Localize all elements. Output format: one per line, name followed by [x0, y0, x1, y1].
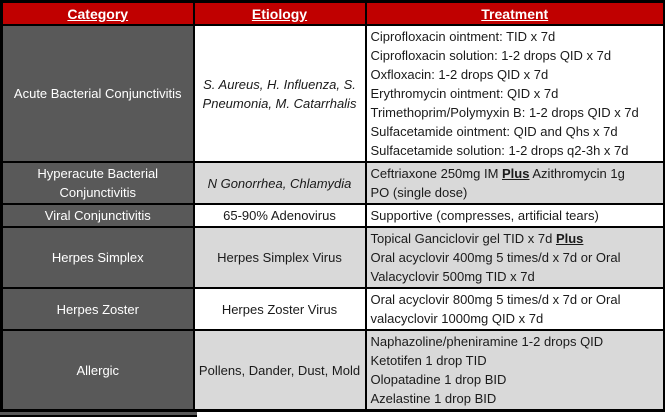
treatment-text: Olopatadine 1 drop BID [370, 372, 507, 387]
treatment-text: Oxfloxacin: 1-2 drops QID x 7d [370, 67, 549, 82]
category-cell: Herpes Zoster [0, 287, 195, 331]
category-cell: Allergic [0, 329, 195, 412]
treatment-line: Oral acyclovir 400mg 5 times/d x 7d or O… [371, 248, 660, 267]
category-cell: Herpes Simplex [0, 226, 195, 289]
treatment-cell: Supportive (compresses, artificial tears… [364, 203, 665, 228]
treatment-cell: Topical Ganciclovir gel TID x 7d Plus Ora… [364, 226, 665, 289]
etiology-cell: 65-90% Adenovirus [192, 203, 367, 228]
treatment-text: Ciprofloxacin ointment: TID x 7d [370, 29, 556, 44]
treatment-line: Naphazoline/pheniramine 1-2 drops QID [371, 332, 660, 351]
treatment-text: PO (single dose) [370, 185, 468, 200]
treatment-line: Ciprofloxacin ointment: TID x 7d [371, 27, 660, 46]
treatment-line: Ceftriaxone 250mg IM Plus Azithromycin 1… [371, 164, 660, 183]
treatment-text: Azithromycin 1g [529, 166, 625, 181]
treatment-text: Trimethoprim/Polymyxin B: 1-2 drops QID … [370, 105, 639, 120]
treatment-line: Sulfacetamide solution: 1-2 drops q2-3h … [371, 141, 660, 160]
category-cell: Acute Bacterial Conjunctivitis [0, 24, 195, 163]
treatment-text: Oral acyclovir 400mg 5 times/d x 7d or O… [370, 250, 621, 265]
treatment-line: Olopatadine 1 drop BID [371, 370, 660, 389]
treatment-line: Erythromycin ointment: QID x 7d [371, 84, 660, 103]
treatment-text: Azelastine 1 drop BID [370, 391, 497, 406]
treatment-line: Azelastine 1 drop BID [371, 389, 660, 408]
plus-emphasis: Plus [502, 166, 530, 181]
header-row: Category Etiology Treatment [0, 0, 665, 26]
treatment-line: Oral acyclovir 800mg 5 times/d x 7d or O… [371, 290, 660, 309]
treatment-line: Ciprofloxacin solution: 1-2 drops QID x … [371, 46, 660, 65]
treatment-line: Ketotifen 1 drop TID [371, 351, 660, 370]
category-cell: Hyperacute Bacterial Conjunctivitis [0, 161, 195, 205]
treatment-line: Oxfloxacin: 1-2 drops QID x 7d [371, 65, 660, 84]
treatment-text: Oral acyclovir 800mg 5 times/d x 7d or O… [370, 292, 621, 307]
treatment-cell: Ceftriaxone 250mg IM Plus Azithromycin 1… [364, 161, 665, 205]
treatment-line: Trimethoprim/Polymyxin B: 1-2 drops QID … [371, 103, 660, 122]
treatment-text: Topical Ganciclovir gel TID x 7d [370, 231, 556, 246]
category-column-bottom-strip [0, 412, 197, 417]
table-row: Herpes Simplex Herpes Simplex Virus Topica… [0, 226, 665, 289]
etiology-cell: Herpes Zoster Virus [192, 287, 367, 331]
treatment-text: Supportive (compresses, artificial tears… [370, 208, 599, 223]
table-row: Herpes Zoster Herpes Zoster Virus Oral acy… [0, 287, 665, 331]
treatment-text: valacyclovir 1000mg QID x 7d [370, 311, 544, 326]
treatment-line: Sulfacetamide ointment: QID and Qhs x 7d [371, 122, 660, 141]
treatment-line: valacyclovir 1000mg QID x 7d [371, 309, 660, 328]
treatment-line: Supportive (compresses, artificial tears… [371, 206, 660, 225]
treatment-line: Topical Ganciclovir gel TID x 7d Plus [371, 229, 660, 248]
treatment-text: Valacyclovir 500mg TID x 7d [370, 269, 535, 284]
etiology-cell: S. Aureus, H. Influenza, S. Pneumonia, M… [192, 24, 367, 163]
table-row: Hyperacute Bacterial Conjunctivitis N Gon… [0, 161, 665, 205]
treatment-cell: Oral acyclovir 800mg 5 times/d x 7d or O… [364, 287, 665, 331]
treatment-text: Sulfacetamide solution: 1-2 drops q2-3h … [370, 143, 629, 158]
treatment-text: Ketotifen 1 drop TID [370, 353, 487, 368]
treatment-line: Valacyclovir 500mg TID x 7d [371, 267, 660, 286]
treatment-text: Erythromycin ointment: QID x 7d [370, 86, 559, 101]
header-etiology: Etiology [192, 0, 367, 26]
treatment-cell: Naphazoline/pheniramine 1-2 drops QID Ket… [364, 329, 665, 412]
etiology-cell: Herpes Simplex Virus [192, 226, 367, 289]
header-category: Category [0, 0, 195, 26]
treatment-text: Naphazoline/pheniramine 1-2 drops QID [370, 334, 604, 349]
table-row: Acute Bacterial Conjunctivitis S. Aureus,… [0, 24, 665, 163]
category-cell: Viral Conjunctivitis [0, 203, 195, 228]
header-treatment: Treatment [364, 0, 665, 26]
treatment-text: Ciprofloxacin solution: 1-2 drops QID x … [370, 48, 612, 63]
plus-emphasis: Plus [555, 231, 584, 246]
table-header: Category Etiology Treatment [0, 0, 665, 26]
treatment-line: PO (single dose) [371, 183, 660, 202]
table-row: Allergic Pollens, Dander, Dust, Mold Napha… [0, 329, 665, 412]
treatment-text: Sulfacetamide ointment: QID and Qhs x 7d [370, 124, 618, 139]
treatment-cell: Ciprofloxacin ointment: TID x 7d Ciproflo… [364, 24, 665, 163]
treatment-text: Ceftriaxone 250mg IM [370, 166, 503, 181]
table-row: Viral Conjunctivitis 65-90% Adenovirus Sup… [0, 203, 665, 228]
etiology-cell: N Gonorrhea, Chlamydia [192, 161, 367, 205]
etiology-cell: Pollens, Dander, Dust, Mold [192, 329, 367, 412]
table-body: Acute Bacterial Conjunctivitis S. Aureus,… [0, 24, 665, 412]
